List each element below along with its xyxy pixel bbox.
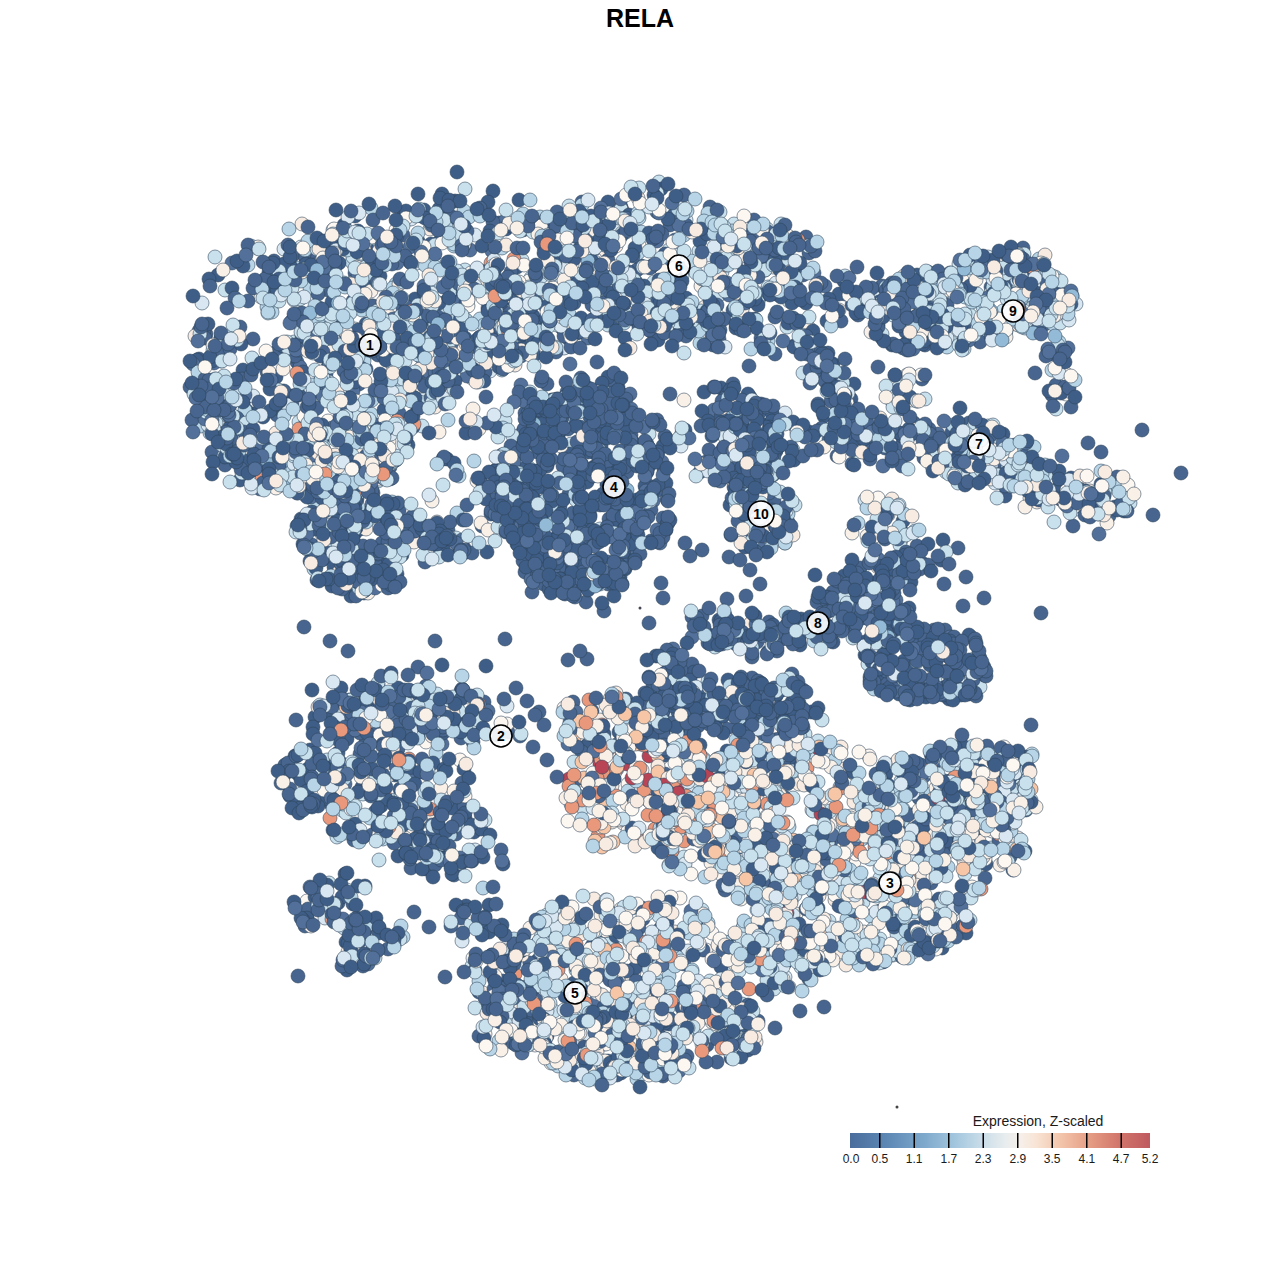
svg-text:0.0: 0.0 [843,1152,860,1166]
svg-text:2.3: 2.3 [975,1152,992,1166]
svg-text:3.5: 3.5 [1044,1152,1061,1166]
svg-text:10: 10 [753,506,769,522]
svg-text:1.7: 1.7 [940,1152,957,1166]
svg-text:3: 3 [886,875,894,891]
svg-text:0.5: 0.5 [871,1152,888,1166]
svg-text:2.9: 2.9 [1009,1152,1026,1166]
svg-text:4.7: 4.7 [1113,1152,1130,1166]
svg-text:6: 6 [675,258,683,274]
svg-text:5.2: 5.2 [1142,1152,1159,1166]
svg-text:Expression, Z-scaled: Expression, Z-scaled [973,1113,1104,1129]
svg-text:4.1: 4.1 [1078,1152,1095,1166]
svg-text:9: 9 [1009,303,1017,319]
svg-text:5: 5 [571,985,579,1001]
svg-text:4: 4 [610,479,618,495]
svg-text:2: 2 [497,728,505,744]
svg-text:1: 1 [366,337,374,353]
svg-text:1.1: 1.1 [906,1152,923,1166]
svg-text:RELA: RELA [606,4,674,32]
svg-text:8: 8 [814,615,822,631]
svg-text:7: 7 [975,436,983,452]
